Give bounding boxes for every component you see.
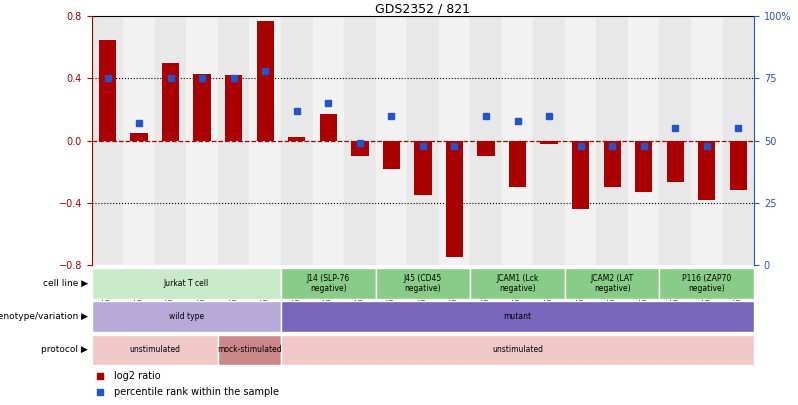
Bar xyxy=(470,268,565,299)
Bar xyxy=(313,16,344,265)
Text: J14 (SLP-76
negative): J14 (SLP-76 negative) xyxy=(306,274,350,293)
Bar xyxy=(446,141,463,257)
Bar xyxy=(99,40,117,141)
Bar xyxy=(92,16,124,265)
Text: P116 (ZAP70
negative): P116 (ZAP70 negative) xyxy=(682,274,732,293)
Bar xyxy=(565,268,659,299)
Bar xyxy=(250,16,281,265)
Bar xyxy=(502,16,533,265)
Bar xyxy=(320,114,337,141)
Bar xyxy=(162,63,180,141)
Text: JCAM1 (Lck
negative): JCAM1 (Lck negative) xyxy=(496,274,539,293)
Bar xyxy=(257,21,274,141)
Bar xyxy=(572,141,589,209)
Bar xyxy=(691,16,722,265)
Bar xyxy=(439,16,470,265)
Bar xyxy=(344,16,376,265)
Text: JCAM2 (LAT
negative): JCAM2 (LAT negative) xyxy=(591,274,634,293)
Text: wild type: wild type xyxy=(169,312,204,321)
Bar xyxy=(698,141,716,200)
Bar xyxy=(155,16,187,265)
Bar xyxy=(635,141,653,192)
Bar xyxy=(509,141,526,187)
Bar xyxy=(92,335,218,365)
Text: genotype/variation ▶: genotype/variation ▶ xyxy=(0,312,88,321)
Bar xyxy=(92,268,281,299)
Bar xyxy=(130,133,148,141)
Bar xyxy=(281,301,754,332)
Text: cell line ▶: cell line ▶ xyxy=(42,279,88,288)
Bar xyxy=(407,16,439,265)
Bar xyxy=(225,75,243,141)
Bar xyxy=(666,141,684,183)
Bar xyxy=(628,16,659,265)
Text: percentile rank within the sample: percentile rank within the sample xyxy=(114,387,279,397)
Bar xyxy=(722,16,754,265)
Bar xyxy=(659,16,691,265)
Bar xyxy=(281,16,313,265)
Bar xyxy=(603,141,621,187)
Bar xyxy=(376,268,470,299)
Bar xyxy=(383,141,400,168)
Bar xyxy=(533,16,565,265)
Text: unstimulated: unstimulated xyxy=(129,345,180,354)
Text: mock-stimulated: mock-stimulated xyxy=(217,345,282,354)
Bar xyxy=(351,141,369,156)
Bar xyxy=(218,335,281,365)
Bar xyxy=(124,16,155,265)
Text: mutant: mutant xyxy=(504,312,531,321)
Bar xyxy=(281,268,376,299)
Bar xyxy=(288,137,306,141)
Title: GDS2352 / 821: GDS2352 / 821 xyxy=(375,2,471,15)
Bar xyxy=(477,141,495,156)
Bar xyxy=(193,74,211,141)
Bar xyxy=(540,141,558,144)
Bar xyxy=(281,335,754,365)
Bar xyxy=(92,301,281,332)
Text: Jurkat T cell: Jurkat T cell xyxy=(164,279,209,288)
Bar xyxy=(470,16,502,265)
Bar xyxy=(729,141,747,190)
Text: J45 (CD45
negative): J45 (CD45 negative) xyxy=(404,274,442,293)
Bar xyxy=(376,16,407,265)
Bar xyxy=(414,141,432,195)
Bar xyxy=(565,16,596,265)
Text: unstimulated: unstimulated xyxy=(492,345,543,354)
Bar xyxy=(659,268,754,299)
Bar xyxy=(187,16,218,265)
Text: log2 ratio: log2 ratio xyxy=(114,371,161,381)
Text: protocol ▶: protocol ▶ xyxy=(41,345,88,354)
Bar xyxy=(218,16,250,265)
Bar xyxy=(596,16,628,265)
